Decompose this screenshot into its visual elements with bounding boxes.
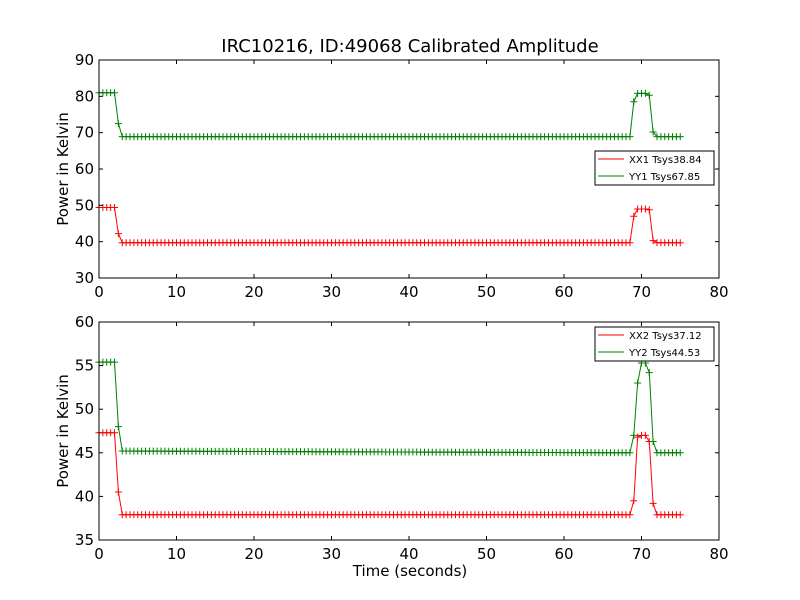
bottom-legend-label-xx2: XX2 Tsys37.12: [629, 331, 702, 342]
x-tick-label: 10: [167, 545, 186, 563]
series-marker-1: [111, 429, 118, 437]
y-tick-label: 50: [75, 196, 94, 214]
chart-title: IRC10216, ID:49068 Calibrated Amplitude: [221, 36, 598, 57]
top-legend-label-yy1: YY1 Tsys67.85: [628, 172, 700, 183]
series-marker-2: [630, 98, 638, 106]
series-marker-1: [630, 497, 638, 505]
top-plot-frame: [98, 59, 720, 279]
panel-top: 0 10 20 30 40 50 60 70 80 30 40 50 60 70 80 90 Power in…: [54, 51, 729, 301]
bottom-y-axis-label: Power in Kelvin: [54, 374, 72, 488]
series-marker-1: [676, 511, 684, 519]
series-marker-2: [649, 128, 657, 136]
series-marker-1: [649, 499, 657, 507]
series-marker-2: [114, 120, 122, 128]
series-marker-1: [645, 206, 653, 214]
x-tick-label: 40: [399, 545, 418, 563]
top-legend-label-xx1: XX1 Tsys38.84: [629, 155, 702, 166]
top-series-lines: [95, 89, 684, 247]
x-tick-label: 20: [244, 545, 263, 563]
bottom-legend: XX2 Tsys37.12 YY2 Tsys44.53: [594, 326, 715, 362]
series-marker-2: [111, 89, 118, 97]
bottom-legend-box: [594, 326, 715, 362]
bottom-axis-ticks: 0 10 20 30 40 50 60 70 80 35 40 45 50 55 60: [75, 313, 729, 563]
bottom-plot-frame: [98, 321, 720, 541]
y-tick-label: 80: [75, 87, 94, 105]
y-tick-label: 35: [75, 531, 94, 549]
series-marker-1: [641, 205, 649, 213]
top-legend: XX1 Tsys38.84 YY1 Tsys67.85: [594, 150, 715, 186]
y-tick-label: 55: [75, 357, 94, 375]
x-tick-label: 40: [399, 283, 418, 301]
series-line-2: [99, 361, 681, 454]
series-marker-2: [630, 431, 638, 439]
x-tick-label: 30: [322, 283, 341, 301]
y-tick-label: 90: [75, 51, 94, 69]
x-tick-label: 50: [477, 545, 496, 563]
series-marker-2: [645, 369, 653, 377]
series-marker-2: [676, 449, 684, 457]
x-tick-label: 60: [554, 545, 573, 563]
series-marker-1: [649, 237, 657, 245]
x-tick-label: 30: [322, 545, 341, 563]
series-marker-2: [676, 133, 684, 141]
y-tick-label: 40: [75, 487, 94, 505]
y-tick-label: 40: [75, 233, 94, 251]
x-tick-label: 10: [167, 283, 186, 301]
y-tick-label: 60: [75, 313, 94, 331]
series-line-2: [99, 92, 681, 138]
series-marker-2: [649, 437, 657, 445]
y-tick-label: 30: [75, 269, 94, 287]
top-axis-ticks: 0 10 20 30 40 50 60 70 80 30 40 50 60 70 80 90: [75, 51, 729, 301]
series-marker-1: [634, 433, 642, 441]
x-tick-label: 70: [632, 283, 651, 301]
series-marker-1: [641, 431, 649, 439]
series-marker-1: [114, 230, 122, 238]
series-marker-1: [114, 488, 122, 496]
series-marker-1: [111, 204, 118, 212]
series-marker-1: [676, 239, 684, 247]
series-marker-1: [626, 511, 634, 519]
series-marker-2: [634, 379, 642, 387]
series-marker-1: [626, 239, 634, 247]
x-tick-label: 80: [709, 283, 728, 301]
series-line-1: [99, 432, 681, 516]
series-marker-2: [626, 449, 634, 457]
x-tick-label: 0: [94, 545, 104, 563]
x-tick-label: 80: [709, 545, 728, 563]
series-line-1: [99, 207, 681, 244]
bottom-x-axis-label: Time (seconds): [352, 562, 468, 580]
y-tick-label: 45: [75, 444, 94, 462]
series-marker-2: [111, 358, 118, 366]
series-marker-2: [626, 133, 634, 141]
series-marker-2: [641, 89, 649, 97]
top-y-axis-label: Power in Kelvin: [54, 112, 72, 226]
x-tick-label: 0: [94, 283, 104, 301]
y-tick-label: 70: [75, 124, 94, 142]
series-marker-2: [114, 423, 122, 431]
x-tick-label: 20: [244, 283, 263, 301]
bottom-legend-label-yy2: YY2 Tsys44.53: [628, 348, 700, 359]
x-tick-label: 70: [632, 545, 651, 563]
y-tick-label: 50: [75, 400, 94, 418]
x-tick-label: 60: [554, 283, 573, 301]
x-tick-label: 50: [477, 283, 496, 301]
panel-bottom: 0 10 20 30 40 50 60 70 80 35 40 45 50 55 60 Power in K…: [54, 313, 729, 580]
series-marker-1: [630, 212, 638, 220]
top-legend-box: [594, 150, 715, 186]
y-tick-label: 60: [75, 160, 94, 178]
series-marker-2: [645, 91, 653, 99]
bottom-series-lines: [95, 358, 684, 519]
